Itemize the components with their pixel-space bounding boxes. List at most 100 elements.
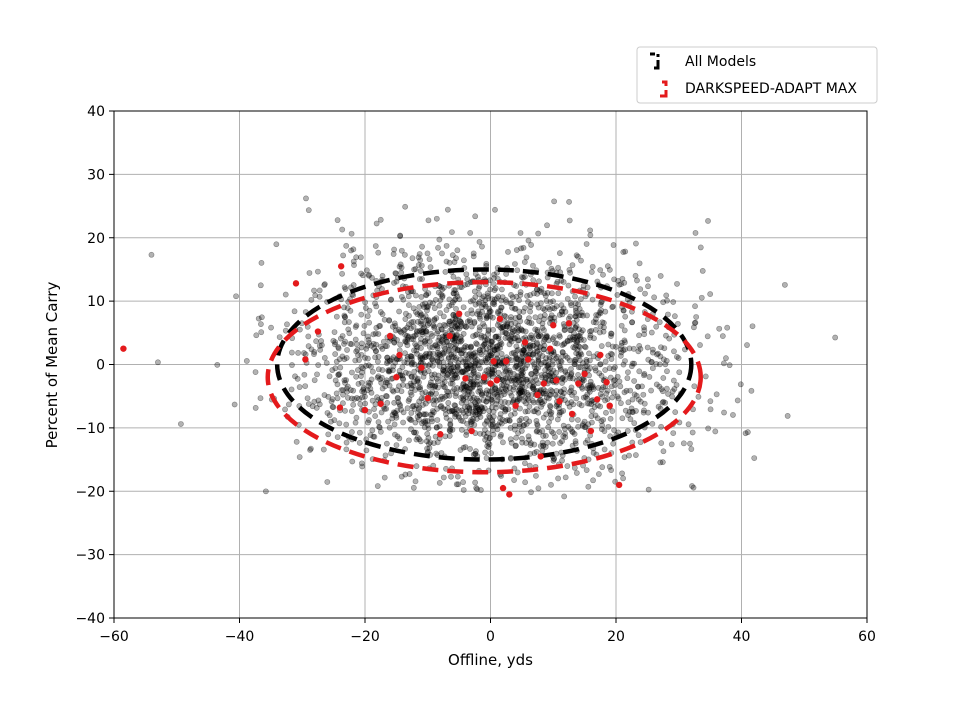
all-models-point: [386, 368, 393, 375]
all-models-point: [527, 303, 534, 310]
all-models-point: [480, 397, 487, 403]
all-models-point: [505, 406, 512, 413]
all-models-point: [640, 391, 647, 398]
all-models-point: [309, 403, 316, 410]
all-models-point: [451, 337, 458, 344]
all-models-point: [451, 410, 458, 417]
all-models-point: [540, 338, 547, 345]
all-models-point: [364, 387, 371, 394]
all-models-point: [470, 379, 477, 385]
all-models-point: [507, 389, 513, 396]
all-models-point: [479, 359, 486, 366]
all-models-point: [335, 371, 342, 378]
darkspeed-point: [499, 484, 507, 492]
all-models-point: [413, 331, 420, 338]
all-models-point: [355, 352, 361, 358]
all-models-point: [352, 419, 359, 426]
all-models-point: [587, 382, 594, 388]
all-models-point: [466, 385, 473, 392]
all-models-point: [268, 324, 274, 331]
all-models-point: [516, 313, 523, 320]
all-models-point: [573, 310, 580, 317]
all-models-point: [450, 312, 457, 318]
all-models-point: [316, 293, 323, 300]
all-models-point: [427, 390, 434, 397]
all-models-point: [420, 418, 427, 425]
all-models-point: [515, 430, 521, 436]
all-models-point: [602, 397, 609, 404]
all-models-point: [431, 323, 438, 330]
all-models-point: [421, 370, 428, 377]
all-models-point: [459, 368, 465, 375]
all-models-point: [441, 344, 448, 351]
darkspeed-point: [521, 339, 529, 346]
all-models-point: [510, 349, 517, 356]
all-models-point: [372, 243, 379, 249]
all-models-point: [614, 373, 621, 380]
all-models-point: [423, 328, 429, 334]
all-models-point: [345, 326, 352, 333]
all-models-point: [398, 269, 405, 276]
all-models-point: [472, 450, 479, 457]
all-models-point: [458, 417, 464, 424]
all-models-point: [489, 370, 496, 377]
all-models-point: [392, 322, 399, 329]
all-models-point: [375, 373, 382, 380]
all-models-point: [520, 347, 527, 354]
all-models-point: [436, 340, 443, 347]
all-models-point: [460, 369, 466, 376]
all-models-point: [434, 397, 440, 404]
all-models-point: [387, 358, 394, 364]
all-models-point: [513, 354, 520, 361]
all-models-point: [540, 433, 547, 439]
all-models-point: [552, 340, 558, 346]
darkspeed-point: [546, 345, 554, 352]
all-models-point: [734, 397, 741, 404]
all-models-point: [468, 378, 475, 385]
all-models-point: [724, 324, 731, 331]
all-models-point: [545, 361, 552, 368]
all-models-point: [505, 369, 512, 376]
all-models-point: [352, 336, 359, 343]
all-models-point: [501, 318, 508, 325]
all-models-point: [531, 290, 537, 297]
all-models-point: [442, 345, 449, 352]
all-models-point: [601, 428, 608, 435]
darkspeed-point: [556, 398, 563, 405]
all-models-point: [282, 327, 289, 334]
all-models-point: [374, 483, 381, 489]
all-models-point: [445, 355, 452, 362]
all-models-point: [446, 318, 453, 325]
all-models-point: [343, 385, 350, 392]
all-models-point: [407, 416, 414, 423]
all-models-point: [590, 319, 597, 326]
all-models-point: [468, 371, 475, 378]
all-models-point: [539, 447, 546, 454]
all-models-point: [393, 278, 400, 285]
all-models-point: [318, 338, 325, 344]
all-models-point: [477, 347, 483, 353]
all-models-point: [353, 322, 360, 329]
all-models-point: [471, 364, 478, 370]
all-models-point: [422, 354, 429, 360]
all-models-point: [258, 259, 265, 266]
all-models-point: [410, 382, 417, 389]
all-models-point: [359, 369, 365, 376]
all-models-point: [439, 250, 445, 257]
all-models-point: [601, 446, 608, 453]
all-models-point: [374, 374, 381, 381]
all-models-point: [508, 320, 515, 327]
all-models-point: [417, 353, 424, 360]
all-models-point: [479, 390, 486, 396]
all-models-point: [481, 323, 488, 330]
all-models-point: [540, 386, 547, 393]
all-models-point: [384, 358, 391, 365]
darkspeed-point: [455, 310, 463, 317]
all-models-point: [641, 324, 647, 331]
all-models-point: [472, 213, 479, 220]
all-models-point: [524, 378, 531, 385]
all-models-point: [515, 365, 521, 372]
all-models-point: [468, 307, 475, 314]
all-models-point: [414, 414, 421, 420]
all-models-point: [559, 349, 566, 355]
